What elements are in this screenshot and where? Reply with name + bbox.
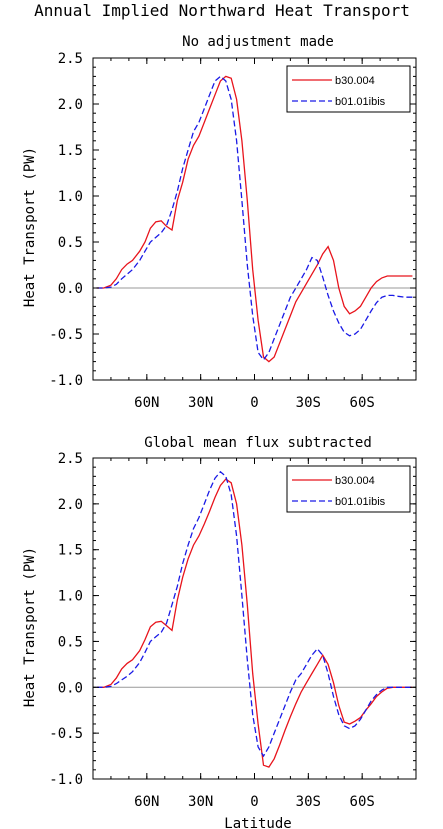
legend-label: b30.004 <box>335 75 375 87</box>
x-tick-label: 60N <box>134 794 159 810</box>
series-line-b01.01ibis <box>96 470 413 758</box>
x-tick-label: 60S <box>350 395 375 411</box>
y-tick-label: 1.5 <box>58 543 83 559</box>
x-tick-label: 60S <box>350 794 375 810</box>
y-tick-label: 1.0 <box>58 189 83 205</box>
x-tick-label: 0 <box>250 395 258 411</box>
y-tick-label: 2.5 <box>58 451 83 467</box>
panel-global-mean-subtracted: Global mean flux subtracted Heat Transpo… <box>22 435 417 810</box>
legend-label: b30.004 <box>335 475 375 487</box>
series-line-b30.004 <box>96 478 413 768</box>
x-tick-label: 30S <box>296 794 321 810</box>
panel-title: No adjustment made <box>182 34 334 50</box>
y-axis-label: Heat Transport (PW) <box>22 547 38 707</box>
legend-box <box>286 65 411 113</box>
x-tick-label: 30S <box>296 395 321 411</box>
y-tick-label: 1.0 <box>58 589 83 605</box>
y-tick-label: 2.5 <box>58 51 83 67</box>
x-tick-label: 30N <box>188 395 213 411</box>
y-axis-label: Heat Transport (PW) <box>22 147 38 307</box>
y-tick-label: 2.0 <box>58 497 83 513</box>
y-tick-label: -1.0 <box>49 373 83 389</box>
y-tick-label: 1.5 <box>58 143 83 159</box>
y-tick-label: 0.0 <box>58 680 83 696</box>
y-tick-label: -1.0 <box>49 772 83 788</box>
panel-no-adjustment: No adjustment made Heat Transport (PW) 2… <box>22 34 417 411</box>
y-tick-label: -0.5 <box>49 327 83 343</box>
legend-label: b01.01ibis <box>335 96 386 108</box>
y-tick-label: 0.5 <box>58 634 83 650</box>
y-tick-label: -0.5 <box>49 726 83 742</box>
y-tick-label: 0.5 <box>58 235 83 251</box>
series-line-b01.01ibis <box>96 75 413 361</box>
x-tick-label: 60N <box>134 395 159 411</box>
series-line-b30.004 <box>96 75 413 363</box>
y-tick-label: 2.0 <box>58 97 83 113</box>
y-tick-label: 0.0 <box>58 281 83 297</box>
legend-label: b01.01ibis <box>335 496 386 508</box>
x-tick-label: 30N <box>188 794 213 810</box>
figure-title: Annual Implied Northward Heat Transport <box>34 1 410 20</box>
x-tick-label: 0 <box>250 794 258 810</box>
legend-box <box>286 465 411 513</box>
x-axis-label: Latitude <box>224 816 291 829</box>
panel-title: Global mean flux subtracted <box>144 435 372 451</box>
